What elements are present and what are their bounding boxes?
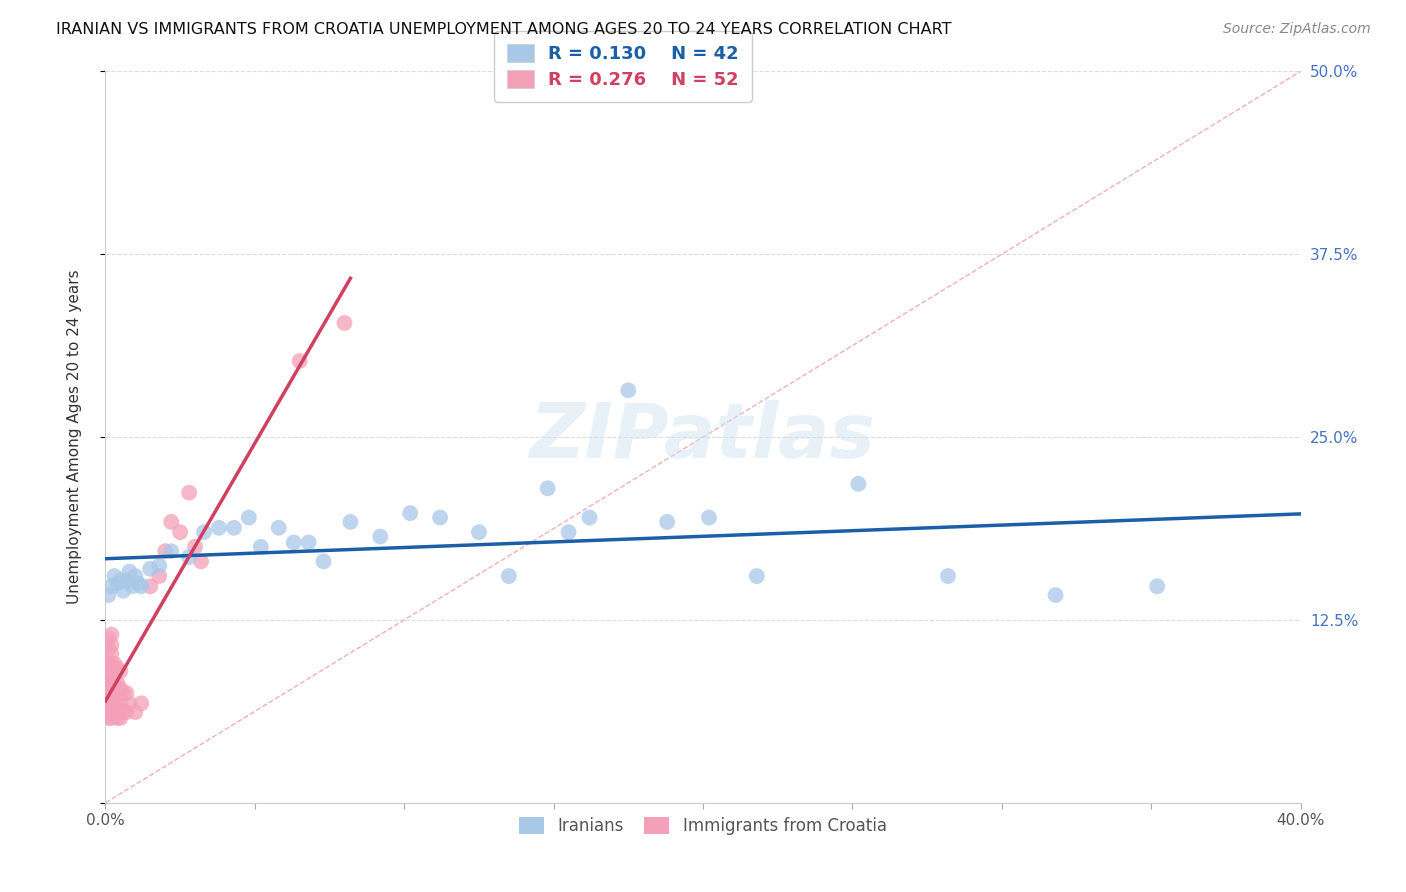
Point [399,506,422,520]
Point [118,696,141,710]
Point [745,569,768,583]
Point [97,690,120,705]
Point [697,510,720,524]
Point [1045,588,1067,602]
Point [148,558,170,573]
Point [107,686,129,700]
Point [578,510,600,524]
Point [110,574,132,588]
Point [536,481,558,495]
Point [190,554,212,568]
Legend: Iranians, Immigrants from Croatia: Iranians, Immigrants from Croatia [513,811,893,842]
Point [115,686,138,700]
Point [100,638,122,652]
Point [97,632,120,646]
Point [155,544,177,558]
Point [103,679,125,693]
Point [121,579,143,593]
Point [283,535,305,549]
Point [312,554,335,568]
Point [112,686,135,700]
Point [498,569,520,583]
Point [97,705,120,719]
Point [103,700,125,714]
Point [100,657,122,671]
Point [936,569,959,583]
Point [127,576,149,591]
Point [118,565,141,579]
Point [368,530,391,544]
Point [124,569,146,583]
Point [107,661,129,675]
Point [222,521,245,535]
Point [100,627,122,641]
Point [97,588,120,602]
Point [129,579,153,593]
Point [557,525,579,540]
Point [100,696,122,710]
Point [97,642,120,657]
Point [267,521,290,535]
Y-axis label: Unemployment Among Ages 20 to 24 years: Unemployment Among Ages 20 to 24 years [67,269,82,605]
Point [177,549,201,564]
Point [97,664,120,678]
Text: Source: ZipAtlas.com: Source: ZipAtlas.com [1223,22,1371,37]
Point [100,647,122,661]
Point [100,579,122,593]
Point [103,569,125,583]
Point [139,562,162,576]
Point [110,711,132,725]
Point [103,708,125,723]
Point [110,664,132,678]
Point [97,711,120,725]
Point [107,676,129,690]
Point [129,696,153,710]
Point [288,354,311,368]
Point [100,686,122,700]
Point [110,681,132,696]
Point [110,696,132,710]
Point [184,540,207,554]
Point [112,705,135,719]
Text: ZIPatlas: ZIPatlas [530,401,876,474]
Point [250,540,273,554]
Text: IRANIAN VS IMMIGRANTS FROM CROATIA UNEMPLOYMENT AMONG AGES 20 TO 24 YEARS CORREL: IRANIAN VS IMMIGRANTS FROM CROATIA UNEMP… [56,22,952,37]
Point [100,676,122,690]
Point [115,705,138,719]
Point [107,576,129,591]
Point [139,579,162,593]
Point [112,583,135,598]
Point [1146,579,1168,593]
Point [100,705,122,719]
Point [97,696,120,710]
Point [107,711,129,725]
Point [100,711,122,725]
Point [208,521,231,535]
Point [339,515,361,529]
Point [169,525,191,540]
Point [160,544,183,558]
Point [100,667,122,681]
Point [124,705,146,719]
Point [193,525,215,540]
Point [103,657,125,671]
Point [103,690,125,705]
Point [617,384,640,398]
Point [846,476,869,491]
Point [103,667,125,681]
Point [177,485,201,500]
Point [298,535,321,549]
Point [238,510,260,524]
Point [655,515,679,529]
Point [97,676,120,690]
Point [115,574,138,588]
Point [333,316,356,330]
Point [97,681,120,696]
Point [107,700,129,714]
Point [148,569,170,583]
Point [429,510,451,524]
Point [468,525,491,540]
Point [160,515,183,529]
Point [97,657,120,671]
